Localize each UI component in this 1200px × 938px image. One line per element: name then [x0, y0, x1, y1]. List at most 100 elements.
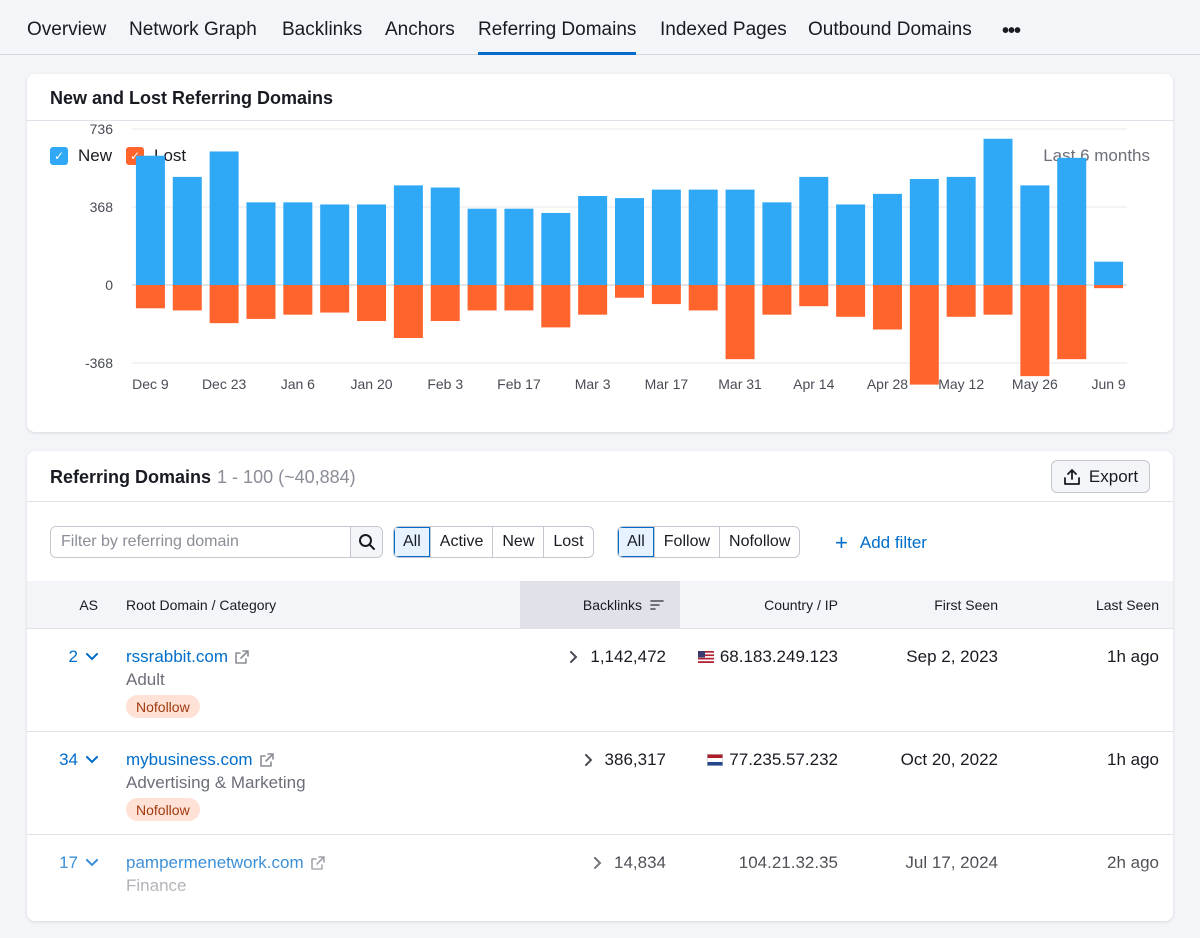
bar-lost	[983, 285, 1013, 315]
bar-new	[799, 176, 829, 285]
as-toggle[interactable]: 34	[59, 750, 98, 770]
status-filter-all[interactable]: All	[394, 527, 431, 557]
link-filter-follow[interactable]: Follow	[655, 527, 721, 557]
first-seen: Oct 20, 2022	[900, 750, 998, 769]
nofollow-badge: Nofollow	[126, 695, 200, 718]
chevron-right-icon[interactable]	[584, 754, 593, 766]
referring-domains-card: Referring Domains 1 - 100 (~40,884) Expor…	[27, 451, 1173, 921]
bar-new	[283, 202, 313, 285]
domain-link[interactable]: rssrabbit.com	[126, 647, 250, 667]
bar-new	[541, 212, 571, 285]
export-label: Export	[1088, 466, 1139, 486]
x-tick-label: Apr 14	[793, 376, 834, 392]
column-backlinks[interactable]: Backlinks	[583, 597, 664, 613]
nofollow-badge: Nofollow	[126, 798, 200, 821]
status-filter-new[interactable]: New	[493, 527, 545, 557]
bar-lost	[172, 285, 202, 311]
tab-overview[interactable]: Overview	[27, 19, 107, 40]
bar-new	[762, 202, 792, 285]
legend-new[interactable]: ✓ New	[50, 146, 112, 166]
bar-new	[172, 176, 202, 285]
x-tick-label: Feb 3	[427, 376, 463, 392]
add-filter-label: Add filter	[859, 533, 927, 552]
as-toggle[interactable]: 17	[59, 853, 98, 873]
status-filter-lost[interactable]: Lost	[553, 533, 584, 550]
external-link-icon[interactable]	[234, 649, 250, 665]
backlinks-count: 1,142,472	[590, 647, 666, 666]
link-filter-nofollow[interactable]: Nofollow	[729, 533, 791, 550]
column-root-domain[interactable]: Root Domain / Category	[126, 597, 277, 613]
bar-lost	[283, 285, 313, 315]
bar-new	[836, 204, 866, 285]
bar-lost	[357, 285, 387, 322]
backlinks-cell: 386,317	[584, 750, 666, 770]
chevron-down-icon	[86, 756, 98, 764]
column-as[interactable]: AS	[79, 597, 98, 613]
tab-outbound-domains[interactable]: Outbound Domains	[808, 19, 972, 40]
bar-new	[946, 176, 976, 285]
link-filter-all[interactable]: All	[618, 527, 655, 557]
link-type-filter-group: All Follow Nofollow	[617, 526, 801, 558]
card-divider	[27, 120, 1173, 121]
tab-bar: Overview Network Graph Backlinks Anchors…	[0, 0, 1200, 55]
column-first-seen[interactable]: First Seen	[934, 597, 998, 613]
tab-backlinks[interactable]: Backlinks	[282, 19, 363, 40]
bar-lost	[541, 285, 571, 328]
domain-name: rssrabbit.com	[126, 647, 229, 666]
bar-lost	[246, 285, 276, 319]
column-country-ip[interactable]: Country / IP	[764, 597, 838, 613]
bar-new	[1020, 185, 1050, 285]
backlinks-cell: 1,142,472	[570, 647, 666, 667]
x-tick-label: Jun 9	[1091, 376, 1125, 392]
chevron-right-icon[interactable]	[594, 857, 602, 869]
bar-lost	[725, 285, 755, 360]
add-filter-button[interactable]: + Add filter	[835, 532, 927, 554]
tab-anchors[interactable]: Anchors	[385, 19, 455, 40]
checkbox-checked-icon[interactable]: ✓	[50, 147, 68, 165]
domain-link[interactable]: pampermenetwork.com	[126, 853, 326, 873]
new-lost-chart-card: New and Lost Referring Domains ✓ New ✓ L…	[27, 74, 1173, 432]
country-ip-cell: 104.21.32.35	[739, 853, 838, 873]
bar-lost	[320, 285, 350, 313]
search-icon	[358, 534, 375, 550]
x-tick-label: Mar 3	[575, 376, 611, 392]
status-filter-active[interactable]: Active	[431, 527, 494, 557]
status-filter-group: All Active New Lost	[393, 526, 594, 558]
as-value: 2	[68, 647, 78, 666]
column-last-seen[interactable]: Last Seen	[1095, 597, 1159, 613]
domains-card-title: Referring Domains 1 - 100 (~40,884)	[50, 467, 356, 488]
bar-lost	[467, 285, 497, 311]
domain-category: Adult	[126, 670, 165, 689]
bar-new	[246, 202, 276, 285]
x-tick-label: Feb 17	[497, 376, 541, 392]
tab-referring-domains[interactable]: Referring Domains	[478, 19, 637, 55]
domain-name: pampermenetwork.com	[126, 853, 304, 872]
x-tick-label: Dec 23	[202, 376, 247, 392]
domain-link[interactable]: mybusiness.com	[126, 750, 275, 770]
export-button[interactable]: Export	[1051, 460, 1150, 493]
chevron-right-icon[interactable]	[570, 651, 578, 663]
domain-filter-input[interactable]	[51, 527, 350, 557]
search-button[interactable]	[350, 527, 382, 557]
bar-new	[688, 189, 718, 285]
bar-lost	[430, 285, 460, 322]
more-tabs-icon[interactable]: •••	[1002, 20, 1021, 42]
tab-indexed-pages[interactable]: Indexed Pages	[660, 19, 787, 40]
as-toggle[interactable]: 2	[69, 647, 98, 667]
bar-lost	[799, 285, 829, 307]
external-link-icon[interactable]	[259, 752, 275, 768]
external-link-icon[interactable]	[310, 855, 326, 871]
export-icon	[1064, 468, 1080, 485]
table-header: AS Root Domain / Category Backlinks Coun…	[27, 581, 1173, 629]
y-tick-label: 0	[105, 277, 113, 293]
country-ip-cell: 77.235.57.232	[707, 750, 838, 770]
bar-new	[504, 208, 534, 285]
ip-address: 68.183.249.123	[719, 647, 838, 666]
bar-lost	[615, 285, 644, 298]
tab-network-graph[interactable]: Network Graph	[129, 19, 257, 40]
x-tick-label: Jan 6	[281, 376, 315, 392]
table-row: 17 pampermenetwork.com Finance 14,834 10…	[27, 835, 1173, 921]
x-tick-label: Apr 28	[867, 376, 908, 392]
as-value: 17	[59, 853, 78, 872]
bar-new	[135, 155, 165, 285]
